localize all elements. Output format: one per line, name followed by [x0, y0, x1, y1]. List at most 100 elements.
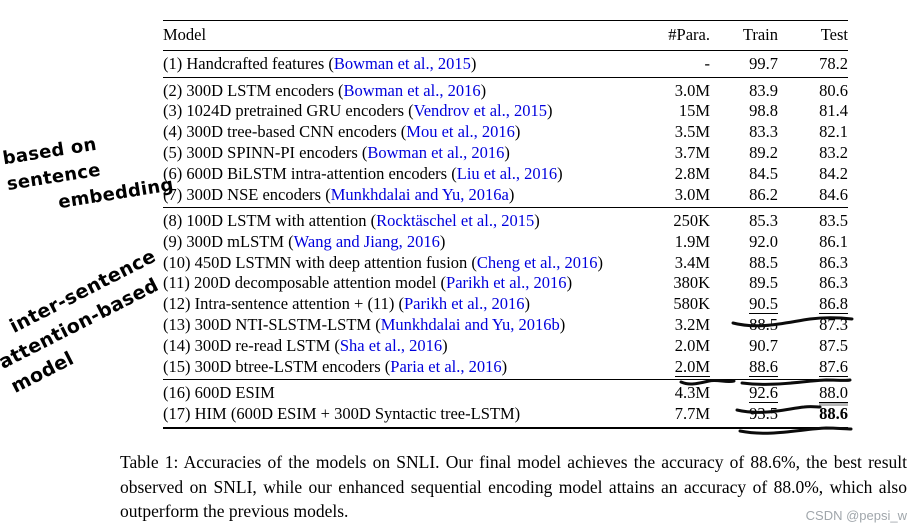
model-cell: (15) 300D btree-LSTM encoders (Paria et … — [163, 356, 508, 376]
citation-link[interactable]: Bowman et al., 2016 — [367, 142, 505, 162]
citation-link[interactable]: Bowman et al., 2015 — [333, 54, 471, 73]
test-accuracy-cell: 84.6 — [819, 184, 848, 204]
train-accuracy-cell: 86.2 — [749, 184, 778, 204]
table-row: (7) 300D NSE encoders (Munkhdalai and Yu… — [163, 184, 848, 208]
citation-link[interactable]: Mou et al., 2016 — [406, 122, 515, 142]
col-header-train: Train — [742, 25, 778, 44]
params-cell: 580K — [673, 294, 710, 314]
model-cell: (13) 300D NTI-SLSTM-LSTM (Munkhdalai and… — [163, 315, 566, 334]
test-accuracy-cell: 86.1 — [819, 231, 848, 251]
params-cell: 3.0M — [674, 80, 710, 100]
header-row: Model #Para. Train Test — [163, 21, 848, 51]
model-cell: (1) Handcrafted features (Bowman et al.,… — [163, 54, 477, 73]
model-cell: (14) 300D re-read LSTM (Sha et al., 2016… — [163, 335, 448, 355]
train-accuracy-cell: 99.7 — [749, 54, 778, 73]
table-group-our-models: (16) 600D ESIM 4.3M 92.6 88.0 (17) HIM (600D… — [163, 379, 848, 428]
test-accuracy-cell: 84.2 — [819, 163, 848, 183]
test-accuracy-cell: 78.2 — [819, 54, 848, 73]
citation-link[interactable]: Bowman et al., 2016 — [343, 80, 481, 100]
results-table: Model #Para. Train Test (1) Handcrafted … — [163, 20, 848, 429]
citation-link[interactable]: Munkhdalai and Yu, 2016b — [380, 315, 560, 334]
table-row: (13) 300D NTI-SLSTM-LSTM (Munkhdalai and… — [163, 314, 848, 335]
col-header-test: Test — [820, 25, 848, 44]
table-group-sentence-embedding: (2) 300D LSTM encoders (Bowman et al., 2… — [163, 77, 848, 208]
table-row: (17) HIM (600D ESIM + 300D Syntactic tre… — [163, 403, 848, 427]
test-accuracy-cell: 87.6 — [819, 356, 848, 377]
test-accuracy-cell: 86.3 — [819, 273, 848, 293]
train-accuracy-cell: 85.3 — [749, 211, 778, 231]
train-accuracy-cell: 92.0 — [749, 231, 778, 251]
handwritten-note-sentence-embedding: based on sentence embedding — [1, 120, 179, 223]
test-accuracy-cell: 86.8 — [819, 294, 848, 315]
table-row: (10) 450D LSTMN with deep attention fusi… — [163, 252, 848, 273]
citation-link[interactable]: Cheng et al., 2016 — [476, 252, 598, 272]
model-cell: (6) 600D BiLSTM intra-attention encoders… — [163, 163, 563, 183]
citation-link[interactable]: Rocktäschel et al., 2015 — [376, 211, 535, 231]
params-cell: 380K — [673, 273, 710, 293]
table-row: (9) 300D mLSTM (Wang and Jiang, 2016) 1.9… — [163, 231, 848, 252]
train-accuracy-cell: 92.6 — [749, 383, 778, 404]
params-cell: 3.5M — [674, 122, 710, 142]
table-group-baseline: (1) Handcrafted features (Bowman et al.,… — [163, 50, 848, 78]
table-row: (4) 300D tree-based CNN encoders (Mou et… — [163, 122, 848, 143]
table-row: (12) Intra-sentence attention + (11) (Pa… — [163, 294, 848, 315]
citation-link[interactable]: Munkhdalai and Yu, 2016a — [330, 184, 509, 204]
table-caption: Table 1: Accuracies of the models on SNL… — [120, 452, 907, 521]
train-accuracy-cell: 83.3 — [749, 122, 778, 142]
citation-link[interactable]: Paria et al., 2016 — [390, 356, 502, 376]
test-accuracy-cell: 87.3 — [819, 315, 848, 334]
test-accuracy-cell: 80.6 — [819, 80, 848, 100]
table-row: (6) 600D BiLSTM intra-attention encoders… — [163, 163, 848, 184]
col-header-model: Model — [163, 25, 207, 44]
citation-link[interactable]: Liu et al., 2016 — [456, 163, 558, 183]
citation-link[interactable]: Parikh et al., 2016 — [446, 273, 567, 293]
model-cell: (5) 300D SPINN-PI encoders (Bowman et al… — [163, 142, 510, 162]
train-accuracy-cell: 88.6 — [749, 356, 778, 377]
model-cell: (17) HIM (600D ESIM + 300D Syntactic tre… — [163, 403, 521, 423]
params-cell: 1.9M — [674, 231, 710, 251]
params-cell: 250K — [673, 211, 710, 231]
citation-link[interactable]: Sha et al., 2016 — [339, 335, 443, 355]
test-accuracy-cell: 83.5 — [819, 211, 848, 231]
citation-link[interactable]: Vendrov et al., 2015 — [413, 101, 547, 121]
model-cell: (2) 300D LSTM encoders (Bowman et al., 2… — [163, 80, 487, 100]
params-cell: 2.8M — [674, 163, 710, 183]
train-accuracy-cell: 90.7 — [749, 335, 778, 355]
train-accuracy-cell: 88.5 — [749, 252, 778, 272]
test-accuracy-cell: 88.6 — [819, 403, 848, 423]
test-accuracy-cell: 87.5 — [819, 335, 848, 355]
table-group-inter-sentence-attention: (8) 100D LSTM with attention (Rocktäsche… — [163, 207, 848, 380]
train-accuracy-cell: 89.2 — [749, 142, 778, 162]
col-header-params: #Para. — [668, 25, 710, 44]
table-row: (14) 300D re-read LSTM (Sha et al., 2016… — [163, 335, 848, 356]
train-accuracy-cell: 93.5 — [749, 403, 778, 423]
model-cell: (9) 300D mLSTM (Wang and Jiang, 2016) — [163, 231, 446, 251]
table-row: (16) 600D ESIM 4.3M 92.6 88.0 — [163, 380, 848, 404]
params-cell: 7.7M — [674, 403, 710, 423]
table-row: (2) 300D LSTM encoders (Bowman et al., 2… — [163, 77, 848, 101]
table-row: (5) 300D SPINN-PI encoders (Bowman et al… — [163, 142, 848, 163]
params-cell: 2.0M — [674, 335, 710, 355]
params-cell: 3.7M — [674, 142, 710, 162]
params-cell: 4.3M — [674, 383, 710, 403]
train-accuracy-cell: 83.9 — [749, 80, 778, 100]
model-cell: (12) Intra-sentence attention + (11) (Pa… — [163, 294, 531, 314]
watermark: CSDN @pepsi_w — [805, 508, 907, 523]
citation-link[interactable]: Wang and Jiang, 2016 — [293, 231, 440, 251]
table-row: (8) 100D LSTM with attention (Rocktäsche… — [163, 208, 848, 232]
train-accuracy-cell: 98.8 — [749, 101, 778, 121]
citation-link[interactable]: Parikh et al., 2016 — [403, 294, 525, 314]
model-cell: (7) 300D NSE encoders (Munkhdalai and Yu… — [163, 184, 515, 204]
train-accuracy-cell: 89.5 — [749, 273, 778, 293]
handwritten-underline-row17 — [738, 426, 853, 435]
train-accuracy-cell: 90.5 — [749, 294, 778, 315]
model-cell: (3) 1024D pretrained GRU encoders (Vendr… — [163, 101, 553, 121]
model-cell: (10) 450D LSTMN with deep attention fusi… — [163, 252, 603, 272]
test-accuracy-cell: 86.3 — [819, 252, 848, 272]
table-row: (3) 1024D pretrained GRU encoders (Vendr… — [163, 101, 848, 122]
model-cell: (16) 600D ESIM — [163, 383, 275, 403]
model-cell: (8) 100D LSTM with attention (Rocktäsche… — [163, 211, 540, 231]
table-row: (11) 200D decomposable attention model (… — [163, 273, 848, 294]
model-cell: (11) 200D decomposable attention model (… — [163, 273, 573, 293]
